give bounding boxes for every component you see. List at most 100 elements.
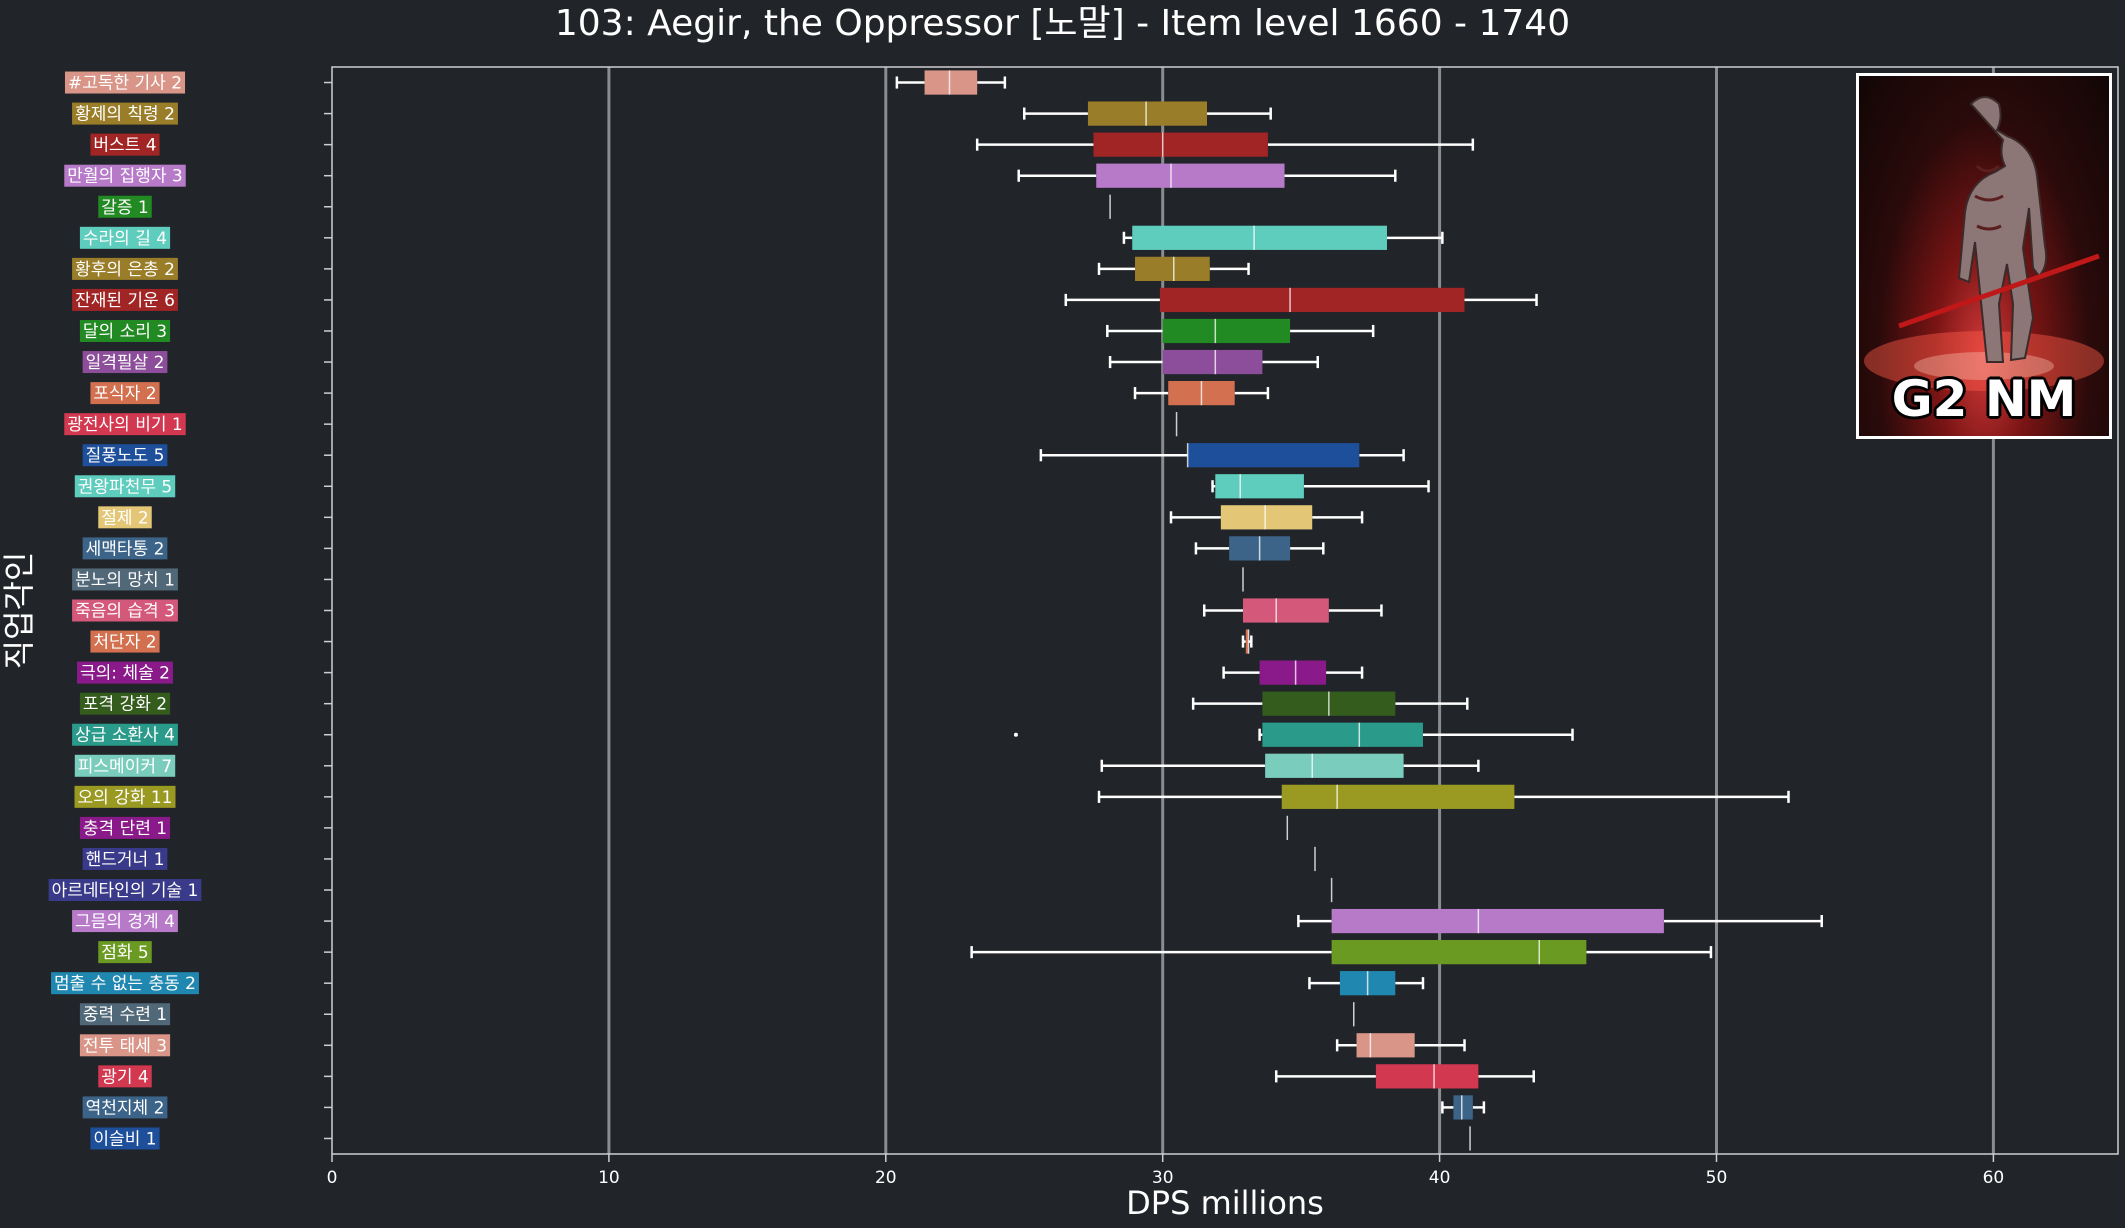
box (1096, 163, 1285, 188)
category-label-text: 수라의 길 4 (83, 229, 167, 249)
box (1245, 629, 1249, 654)
category-label: 아르데타인의 기술 1 (48, 879, 202, 902)
category-label-bg (77, 661, 173, 684)
category-label: 수라의 길 4 (79, 226, 171, 249)
x-tick-label: 30 (1152, 1168, 1174, 1188)
category-label-text: 그믐의 경계 4 (75, 912, 175, 932)
category-label-text: 포격 강화 2 (83, 695, 167, 715)
category-label: 점화 5 (98, 941, 152, 964)
x-tick-label: 10 (598, 1168, 620, 1188)
box (1356, 1033, 1415, 1058)
category-label-text: #고독한 기사 2 (68, 74, 182, 94)
category-label-text: 달의 소리 3 (83, 322, 167, 342)
box (1281, 784, 1515, 809)
category-label-bg (74, 475, 176, 498)
category-label-text: 전투 태세 3 (83, 1036, 167, 1056)
category-label-bg (48, 879, 202, 902)
box (1453, 1095, 1473, 1120)
category-label-text: 권왕파천무 5 (78, 477, 172, 497)
category-label: 질풍노도 5 (82, 444, 168, 467)
category-label: 달의 소리 3 (79, 319, 171, 342)
category-label-bg (74, 785, 176, 808)
category-label-bg (79, 226, 171, 249)
outlier-point (1013, 732, 1018, 737)
category-label: 핸드거너 1 (82, 847, 168, 870)
box (1132, 225, 1387, 250)
category-label-bg (90, 630, 160, 653)
category-label: 포격 강화 2 (79, 692, 171, 715)
category-label-text: 절제 2 (101, 508, 149, 528)
category-label-text: 충격 단련 1 (83, 819, 167, 839)
category-label-bg (82, 444, 168, 467)
category-label: 버스트 4 (90, 133, 160, 156)
difficulty-badge: G2 NM (1891, 370, 2077, 428)
category-label-bg (79, 1003, 171, 1026)
category-label: 만월의 집행자 3 (64, 164, 186, 187)
category-label-text: 점화 5 (101, 943, 149, 963)
box-layer (895, 70, 1823, 1151)
box (1087, 101, 1208, 126)
category-label: 처단자 2 (90, 630, 160, 653)
category-label-bg (98, 941, 152, 964)
category-label-bg (64, 164, 186, 187)
category-label: 전투 태세 3 (79, 1034, 171, 1057)
category-label-bg (72, 723, 178, 746)
category-label: 오의 강화 11 (74, 785, 176, 808)
category-label: 멈출 수 없는 충동 2 (51, 972, 199, 995)
x-axis-ticks: 0 10 20 30 40 50 60 (327, 1154, 2005, 1188)
category-label-bg (82, 847, 168, 870)
box (924, 70, 978, 95)
category-label-bg (72, 288, 178, 311)
category-label-text: 황제의 칙령 2 (75, 105, 175, 125)
category-label: 잔재된 기운 6 (72, 288, 178, 311)
category-label-text: 세맥타통 2 (86, 539, 165, 559)
chart-title: 103: Aegir, the Oppressor [노말] - Item le… (554, 3, 1571, 44)
category-label-bg (98, 195, 152, 218)
category-label-text: 광기 4 (101, 1067, 149, 1087)
category-label-bg (51, 972, 199, 995)
category-label-bg (79, 816, 171, 839)
category-label-bg (82, 537, 168, 560)
category-label-text: 포식자 2 (93, 384, 156, 404)
category-label-bg (98, 506, 152, 529)
category-label: 중력 수련 1 (79, 1003, 171, 1026)
category-label: 황제의 칙령 2 (72, 102, 178, 125)
category-label: 권왕파천무 5 (74, 475, 176, 498)
category-label-bg (72, 102, 178, 125)
category-label: 일격필살 2 (82, 351, 168, 374)
box (1375, 1064, 1479, 1089)
category-labels: #고독한 기사 2 황제의 칙령 2 버스트 4 만월의 집행자 3 갈증 1 수라의 길… (48, 71, 202, 1150)
category-label-bg (72, 910, 178, 933)
category-label: 광기 4 (98, 1065, 152, 1088)
category-label-text: 아르데타인의 기술 1 (52, 881, 199, 901)
category-label-bg (64, 71, 186, 94)
x-tick-label: 0 (327, 1168, 338, 1188)
x-tick-label: 60 (1983, 1168, 2005, 1188)
box (1265, 753, 1404, 778)
category-label-bg (72, 568, 178, 591)
box (1162, 349, 1263, 375)
box (1135, 256, 1210, 281)
category-label: 극의: 체술 2 (77, 661, 173, 684)
category-label-text: 피스메이커 7 (78, 757, 172, 777)
category-label-text: 광전사의 비기 1 (67, 415, 182, 435)
category-label-bg (72, 257, 178, 280)
category-label-text: 버스트 4 (93, 136, 156, 156)
boss-figure-illustration (1864, 96, 2104, 391)
category-label-text: 황후의 은총 2 (75, 260, 175, 280)
category-label: 광전사의 비기 1 (64, 413, 186, 436)
category-label-bg (98, 1065, 152, 1088)
box (1331, 940, 1587, 965)
category-label: 포식자 2 (90, 382, 160, 405)
category-label: 역천지체 2 (82, 1096, 168, 1119)
box (1187, 443, 1360, 468)
category-label-text: 처단자 2 (93, 633, 156, 653)
x-axis-title: DPS millions (1126, 1184, 1324, 1222)
box (1331, 908, 1664, 934)
category-label: 피스메이커 7 (74, 754, 176, 777)
category-label-text: 갈증 1 (101, 198, 149, 218)
category-label: 그믐의 경계 4 (72, 910, 178, 933)
category-label-text: 죽음의 습격 3 (75, 602, 175, 622)
category-label: 상급 소환사 4 (72, 723, 178, 746)
